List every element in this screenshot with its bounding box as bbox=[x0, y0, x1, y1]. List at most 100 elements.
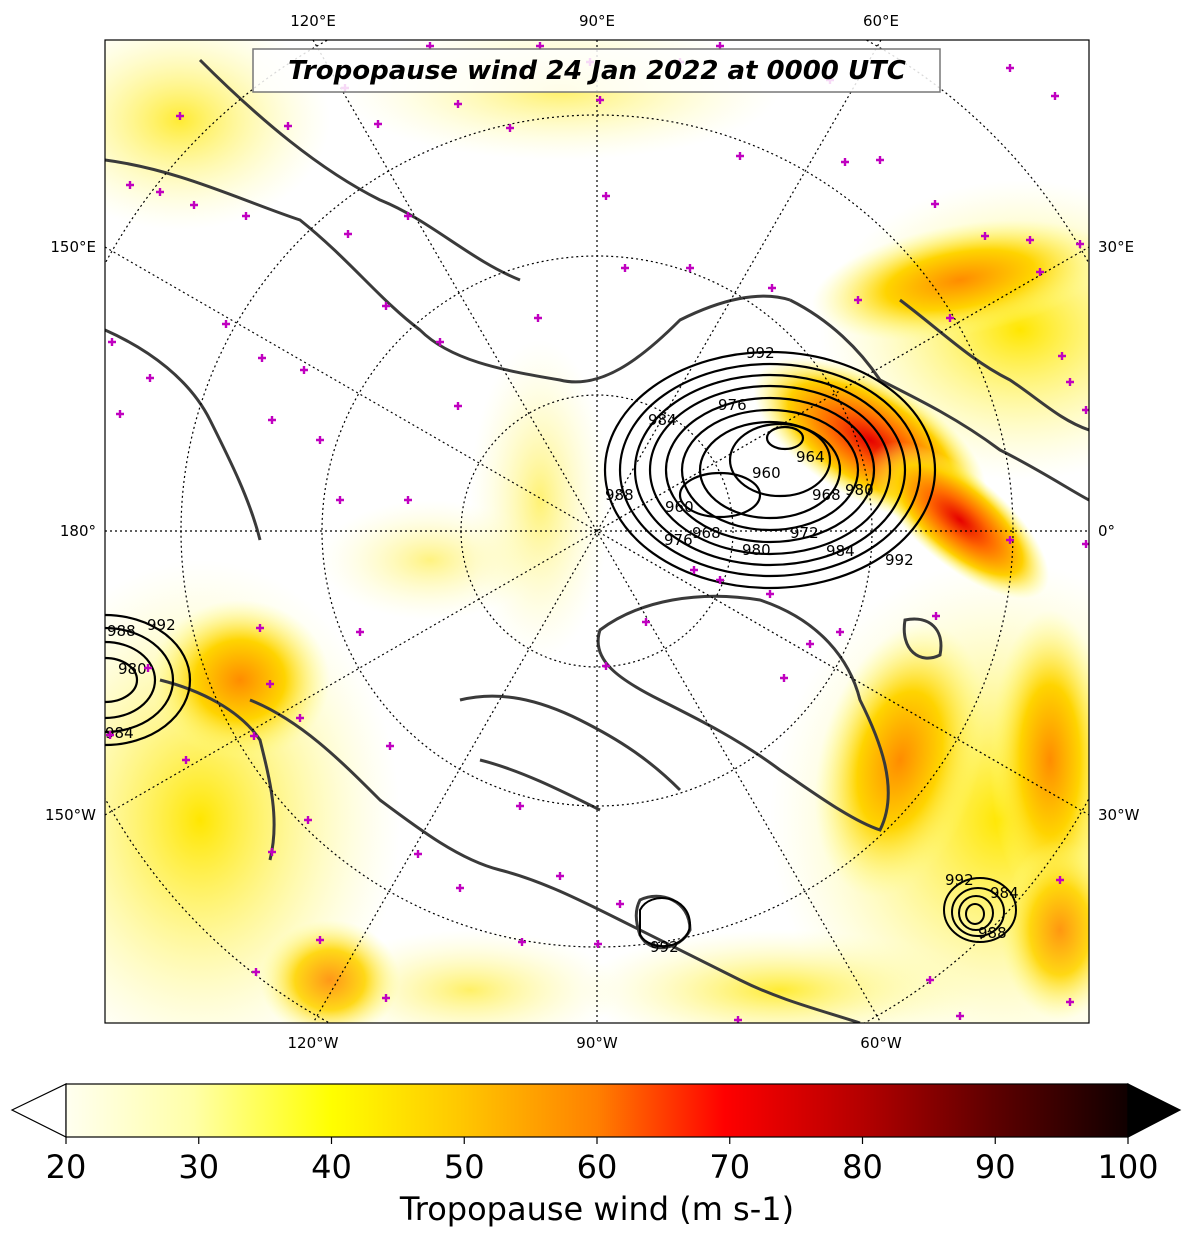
station-marker bbox=[556, 872, 564, 880]
colorbar-tick-label: 100 bbox=[1097, 1148, 1158, 1186]
station-marker bbox=[506, 124, 514, 132]
station-marker bbox=[1056, 876, 1064, 884]
station-markers bbox=[106, 42, 1089, 1023]
station-marker bbox=[926, 976, 934, 984]
station-marker bbox=[690, 566, 698, 574]
contour-label: 980 bbox=[118, 660, 147, 678]
station-marker bbox=[768, 284, 776, 292]
station-marker bbox=[336, 496, 344, 504]
pressure-contours-main-low bbox=[603, 350, 937, 590]
station-marker bbox=[156, 188, 164, 196]
station-marker bbox=[256, 624, 264, 632]
station-marker bbox=[268, 848, 276, 856]
contour-label: 980 bbox=[742, 541, 771, 559]
station-marker bbox=[1066, 378, 1074, 386]
contour-label: 984 bbox=[105, 724, 134, 742]
station-marker bbox=[304, 816, 312, 824]
colorbar-tick-label: 50 bbox=[444, 1148, 485, 1186]
station-marker bbox=[382, 994, 390, 1002]
colorbar-ticks: 20 30 40 50 60 70 80 90 100 bbox=[46, 1137, 1159, 1186]
station-marker bbox=[1076, 240, 1084, 248]
colorbar-tick-label: 20 bbox=[46, 1148, 87, 1186]
contour-label: 976 bbox=[664, 531, 693, 549]
station-marker bbox=[266, 680, 274, 688]
station-marker bbox=[621, 264, 629, 272]
station-marker bbox=[222, 320, 230, 328]
station-marker bbox=[1026, 236, 1034, 244]
station-marker bbox=[876, 156, 884, 164]
contour-label: 992 bbox=[945, 871, 974, 889]
contour-label: 984 bbox=[990, 884, 1019, 902]
station-marker bbox=[534, 314, 542, 322]
station-marker bbox=[300, 366, 308, 374]
station-marker bbox=[1051, 92, 1059, 100]
station-marker bbox=[780, 674, 788, 682]
contour-label: 972 bbox=[790, 524, 819, 542]
station-marker bbox=[252, 968, 260, 976]
station-marker bbox=[126, 181, 134, 189]
station-marker bbox=[516, 802, 524, 810]
label-left-150w: 150°W bbox=[45, 806, 96, 824]
map-frame bbox=[104, 39, 1090, 1024]
colorbar-label: Tropopause wind (m s-1) bbox=[399, 1190, 794, 1228]
station-marker bbox=[316, 436, 324, 444]
station-marker bbox=[242, 212, 250, 220]
station-marker bbox=[686, 264, 694, 272]
station-marker bbox=[518, 938, 526, 946]
station-marker bbox=[356, 628, 364, 636]
station-marker bbox=[116, 410, 124, 418]
station-marker bbox=[806, 640, 814, 648]
label-bottom-120w: 120°W bbox=[288, 1034, 339, 1052]
colorbar-extend-low bbox=[10, 1083, 67, 1138]
contour-label: 976 bbox=[718, 396, 747, 414]
contour-label: 992 bbox=[650, 938, 679, 956]
contour-label: 968 bbox=[692, 524, 721, 542]
station-marker bbox=[456, 884, 464, 892]
label-top-90e: 90°E bbox=[579, 12, 615, 30]
station-marker bbox=[766, 590, 774, 598]
station-marker bbox=[854, 296, 862, 304]
pressure-contour-hudson bbox=[639, 897, 692, 948]
station-marker bbox=[436, 338, 444, 346]
contour-label: 968 bbox=[812, 486, 841, 504]
label-bottom-60w: 60°W bbox=[860, 1034, 902, 1052]
station-marker bbox=[841, 158, 849, 166]
station-marker bbox=[454, 402, 462, 410]
station-marker bbox=[108, 338, 116, 346]
station-marker bbox=[250, 732, 258, 740]
station-marker bbox=[596, 96, 604, 104]
station-marker bbox=[602, 192, 610, 200]
label-right-0: 0° bbox=[1098, 522, 1115, 540]
station-marker bbox=[190, 201, 198, 209]
map-panel: 992 976 984 988 960 968 976 980 972 984 … bbox=[105, 40, 1089, 1023]
station-marker bbox=[616, 900, 624, 908]
station-marker bbox=[404, 496, 412, 504]
label-left-180: 180° bbox=[60, 522, 96, 540]
colorbar-tick-label: 90 bbox=[975, 1148, 1016, 1186]
label-top-60e: 60°E bbox=[863, 12, 899, 30]
station-marker bbox=[144, 664, 152, 672]
contour-label: 964 bbox=[796, 448, 825, 466]
station-marker bbox=[414, 850, 422, 858]
station-marker bbox=[382, 302, 390, 310]
station-marker bbox=[182, 756, 190, 764]
colorbar-extend-high bbox=[1127, 1083, 1182, 1138]
station-marker bbox=[594, 940, 602, 948]
station-marker bbox=[736, 152, 744, 160]
station-marker bbox=[956, 1012, 964, 1020]
colorbar-tick-label: 70 bbox=[709, 1148, 750, 1186]
coastlines bbox=[105, 58, 1089, 1023]
pressure-contours-pacific-low bbox=[105, 613, 192, 747]
colorbar-tick-label: 30 bbox=[178, 1148, 219, 1186]
station-marker bbox=[946, 314, 954, 322]
colorbar-tick-label: 40 bbox=[311, 1148, 352, 1186]
label-left-150e: 150°E bbox=[50, 238, 96, 256]
station-marker bbox=[1066, 998, 1074, 1006]
station-marker bbox=[106, 731, 114, 739]
colorbar: 20 30 40 50 60 70 80 90 100 Tropopause wind (m s… bbox=[10, 1083, 1182, 1228]
contour-label: 960 bbox=[665, 498, 694, 516]
station-marker bbox=[642, 618, 650, 626]
station-marker bbox=[454, 100, 462, 108]
map-title: Tropopause wind 24 Jan 2022 at 0000 UTC bbox=[288, 56, 906, 86]
